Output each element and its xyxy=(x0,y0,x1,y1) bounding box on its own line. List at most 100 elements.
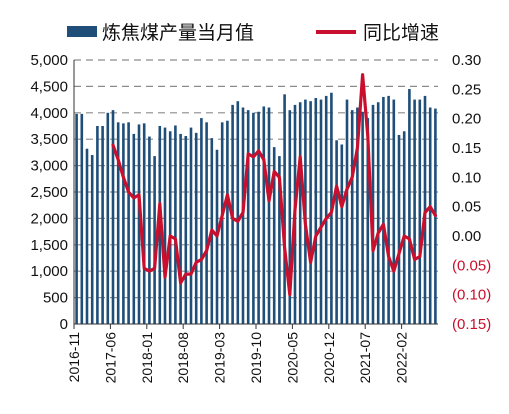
y-right-tick-label: (0.10) xyxy=(452,287,491,304)
bar xyxy=(194,132,198,324)
y-left-tick-label: 0 xyxy=(60,316,68,333)
y-right-tick-label: 0.15 xyxy=(452,140,481,157)
bar xyxy=(179,133,182,324)
bar xyxy=(80,113,84,324)
bar xyxy=(85,148,89,324)
x-tick-label: 2018-01 xyxy=(139,332,155,384)
y-left-tick-label: 3,000 xyxy=(30,158,68,175)
y-right-tick-label: 0.10 xyxy=(452,169,481,186)
bar xyxy=(283,94,286,324)
bar xyxy=(163,127,167,324)
x-tick-label: 2019-03 xyxy=(212,332,228,384)
y-right-tick-label: (0.15) xyxy=(452,316,491,333)
bar xyxy=(387,95,390,325)
y-right-tick-label: (0.05) xyxy=(452,257,491,274)
bar xyxy=(272,147,276,324)
bar xyxy=(101,126,104,324)
bar xyxy=(200,118,203,324)
bar xyxy=(298,102,302,325)
bar xyxy=(413,99,416,324)
bar xyxy=(335,140,338,324)
legend-bar-label: 炼焦煤产量当月值 xyxy=(102,22,254,44)
bar xyxy=(252,112,255,324)
bar xyxy=(241,107,245,325)
bar xyxy=(184,136,188,324)
y-right-tick-label: 0.20 xyxy=(452,111,481,128)
bar xyxy=(324,95,328,325)
y-left-tick-label: 4,500 xyxy=(30,78,68,95)
bar xyxy=(418,99,422,324)
x-tick-label: 2020-05 xyxy=(284,332,300,384)
bar xyxy=(356,107,359,325)
bar xyxy=(408,89,411,324)
line-series xyxy=(111,73,437,297)
x-tick-label: 2022-02 xyxy=(394,332,410,384)
bar xyxy=(319,99,323,324)
x-tick-label: 2020-12 xyxy=(321,332,337,384)
bar xyxy=(236,101,240,325)
bar xyxy=(402,131,406,324)
y-left-tick-label: 1,000 xyxy=(30,263,68,280)
bar xyxy=(90,155,94,324)
bar xyxy=(392,99,396,324)
bar xyxy=(142,123,146,324)
bar xyxy=(361,111,364,324)
bar xyxy=(205,122,208,324)
bar xyxy=(257,111,260,324)
y-left-tick-label: 1,500 xyxy=(30,237,68,254)
y-left-tick-label: 500 xyxy=(43,290,68,307)
y-right-tick-label: 0.25 xyxy=(452,81,481,98)
x-tick-label: 2016-11 xyxy=(66,332,82,383)
y-left-tick-label: 3,500 xyxy=(30,131,68,148)
y-left-tick-label: 5,000 xyxy=(30,52,68,69)
bar xyxy=(122,123,125,324)
bar xyxy=(314,98,318,325)
y-axis-right-ticks: 0.30 0.25 0.20 0.15 0.10 0.05 0.00 (0.05) (0.10)… xyxy=(452,52,491,333)
x-tick-label: 2021-07 xyxy=(357,332,373,384)
bar xyxy=(382,96,385,325)
bar xyxy=(262,106,266,325)
legend: 炼焦煤产量当月值 同比增速 xyxy=(67,22,439,44)
bar xyxy=(220,122,224,324)
bar xyxy=(137,124,141,324)
bar xyxy=(132,133,136,324)
x-axis-ticks: 2016-11 2017-06 2018-01 2018-08 2019-03 2019-… xyxy=(66,324,410,383)
bar xyxy=(153,156,156,324)
bar xyxy=(309,101,312,325)
bar xyxy=(116,122,120,324)
bar xyxy=(345,99,349,324)
growth-line xyxy=(111,73,437,297)
x-tick-label: 2019-10 xyxy=(248,332,264,384)
x-tick-label: 2017-06 xyxy=(102,332,118,384)
bar xyxy=(350,110,354,324)
bar xyxy=(168,131,172,324)
bar xyxy=(106,112,110,324)
y-right-tick-label: 0.05 xyxy=(452,199,481,216)
x-tick-label: 2018-08 xyxy=(175,332,191,384)
legend-line-label: 同比增速 xyxy=(363,22,439,44)
y-right-tick-label: 0.30 xyxy=(452,52,481,69)
bar xyxy=(189,127,193,324)
bar xyxy=(75,113,78,324)
bar xyxy=(111,110,115,324)
bar xyxy=(371,104,375,324)
bar xyxy=(278,156,281,324)
y-right-tick-label: 0.00 xyxy=(452,228,481,245)
y-axis-left-ticks: 0 500 1,000 1,500 2,000 2,500 3,000 3,500 4,000 4… xyxy=(30,52,68,333)
bar xyxy=(127,122,130,324)
bar xyxy=(267,107,271,325)
bar xyxy=(423,95,427,325)
y-left-tick-label: 4,000 xyxy=(30,105,68,122)
bar xyxy=(96,126,99,324)
y-left-tick-label: 2,000 xyxy=(30,210,68,227)
bar xyxy=(366,118,370,324)
bar xyxy=(428,107,432,325)
legend-bar-swatch xyxy=(67,26,97,37)
y-left-tick-label: 2,500 xyxy=(30,184,68,201)
bar xyxy=(288,110,292,324)
bar xyxy=(340,144,344,324)
bar xyxy=(226,120,229,324)
bar xyxy=(246,110,250,324)
bar xyxy=(397,134,401,324)
